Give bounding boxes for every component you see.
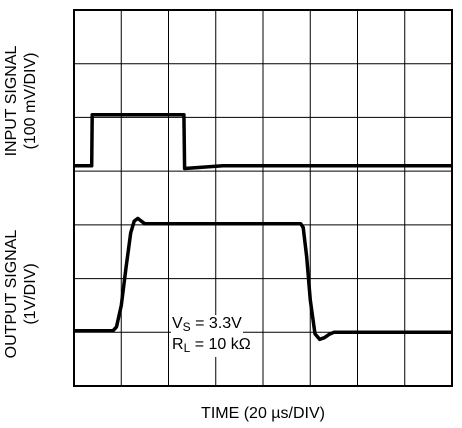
output-signal-label-line2: (1V/DIV) <box>22 263 39 325</box>
rl-value: = 10 kΩ <box>190 336 251 353</box>
plot-frame <box>73 9 453 387</box>
vs-subscript: S <box>182 320 191 334</box>
vs-symbol: V <box>172 315 183 332</box>
output-signal-trace <box>74 216 452 342</box>
vs-value: = 3.3V <box>190 315 242 332</box>
supply-voltage-annotation: VS = 3.3V <box>171 315 243 336</box>
grid <box>74 10 452 386</box>
time-axis-label: TIME (20 µs/DIV) <box>201 405 325 422</box>
input-signal-axis-label: INPUT SIGNAL (100 mV/DIV) <box>2 1 40 201</box>
load-resistance-annotation: RL = 10 kΩ <box>171 336 252 357</box>
input-signal-trace <box>74 112 452 171</box>
output-signal-label-line1: OUTPUT SIGNAL <box>3 229 20 359</box>
input-signal-label-line2: (100 mV/DIV) <box>22 52 39 150</box>
input-signal-label-line1: INPUT SIGNAL <box>3 45 20 157</box>
output-signal-axis-label: OUTPUT SIGNAL (1V/DIV) <box>2 194 40 394</box>
rl-symbol: R <box>172 336 184 353</box>
rl-subscript: L <box>183 341 191 355</box>
